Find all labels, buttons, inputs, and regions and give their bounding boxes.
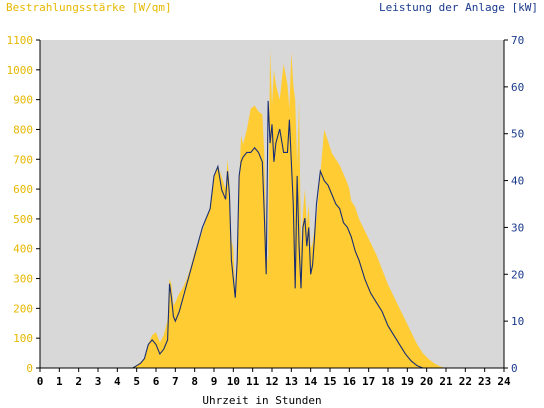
x-tick-label: 8	[191, 375, 198, 388]
x-tick-label: 3	[95, 375, 102, 388]
x-tick-label: 1	[56, 375, 63, 388]
irradiance-area	[40, 48, 504, 368]
y-right-tick-label: 40	[511, 175, 524, 188]
y-left-tick-label: 0	[26, 362, 33, 375]
x-tick-label: 11	[246, 375, 260, 388]
y-left-tick-label: 700	[13, 153, 33, 166]
x-axis-title: Uhrzeit in Stunden	[202, 394, 321, 407]
tick-layer: 0 1 2 3 4 5 6 7 8 9 10 11 12 13 14 15 16 17 18 19 20 21 22 23 24…	[7, 34, 525, 388]
right-axis-title: Leistung der Anlage [kW]	[379, 1, 538, 14]
x-tick-label: 17	[362, 375, 375, 388]
x-tick-label: 16	[343, 375, 357, 388]
x-tick-label: 23	[478, 375, 491, 388]
y-left-tick-label: 1000	[7, 64, 34, 77]
y-right-tick-label: 20	[511, 268, 524, 281]
x-tick-label: 4	[114, 375, 121, 388]
left-axis-title: Bestrahlungsstärke [W/qm]	[6, 1, 172, 14]
x-tick-label: 6	[153, 375, 160, 388]
x-tick-label: 10	[227, 375, 240, 388]
y-left-tick-label: 600	[13, 183, 33, 196]
y-left-tick-label: 1100	[7, 34, 34, 47]
x-tick-label: 20	[420, 375, 433, 388]
x-tick-label: 2	[75, 375, 82, 388]
x-tick-label: 15	[323, 375, 336, 388]
x-tick-label: 7	[172, 375, 179, 388]
x-tick-label: 5	[133, 375, 140, 388]
x-tick-label: 12	[265, 375, 278, 388]
x-tick-label: 14	[304, 375, 318, 388]
y-left-tick-label: 200	[13, 302, 33, 315]
y-left-tick-label: 900	[13, 94, 33, 107]
y-right-tick-label: 70	[511, 34, 524, 47]
y-right-tick-label: 50	[511, 128, 524, 141]
y-left-tick-label: 500	[13, 213, 33, 226]
y-right-tick-label: 60	[511, 81, 524, 94]
x-tick-label: 9	[211, 375, 218, 388]
x-tick-label: 19	[401, 375, 414, 388]
y-left-tick-label: 400	[13, 243, 33, 256]
y-left-tick-label: 300	[13, 273, 33, 286]
y-left-tick-label: 100	[13, 332, 33, 345]
x-tick-label: 22	[459, 375, 472, 388]
power-line	[40, 100, 504, 369]
y-right-tick-label: 30	[511, 221, 524, 234]
x-tick-label: 13	[285, 375, 298, 388]
x-tick-label: 24	[497, 375, 511, 388]
x-tick-label: 0	[37, 375, 44, 388]
y-right-tick-label: 10	[511, 315, 524, 328]
x-tick-label: 18	[381, 375, 394, 388]
x-tick-label: 21	[439, 375, 453, 388]
y-left-tick-label: 800	[13, 123, 33, 136]
y-right-tick-label: 0	[511, 362, 518, 375]
